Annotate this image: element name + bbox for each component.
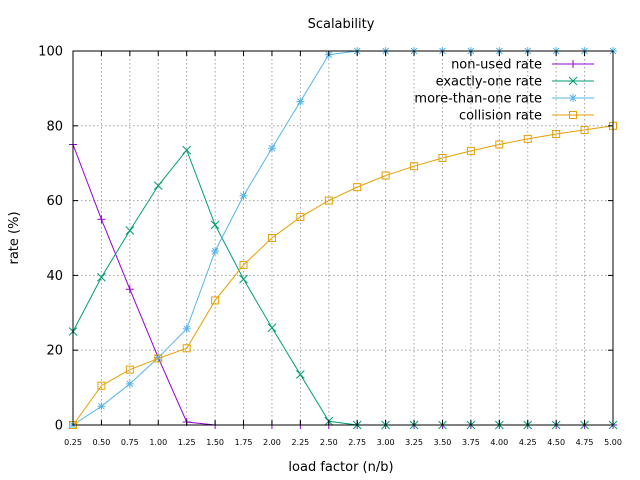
x-tick-label: 3.50 — [434, 438, 452, 447]
x-axis-label: load factor (n/b) — [288, 460, 393, 475]
x-tick-label: 4.75 — [576, 438, 594, 447]
data-point — [523, 134, 532, 143]
data-point — [125, 285, 134, 294]
data-point — [97, 272, 106, 282]
data-point — [182, 324, 191, 333]
axis-ticks: 0.25 0.50 0.75 1.00 1.25 1.50 1.75 2.00 2.25 2.50… — [38, 45, 622, 448]
data-point — [466, 146, 475, 155]
y-tick-label: 40 — [46, 269, 63, 284]
legend-marker — [568, 76, 578, 86]
data-point — [211, 296, 220, 305]
grid — [73, 51, 613, 425]
data-point — [495, 140, 504, 149]
data-point — [296, 370, 305, 379]
data-point — [125, 365, 134, 374]
data-point — [239, 274, 248, 284]
x-tick-label: 3.00 — [377, 438, 395, 447]
series-line — [72, 125, 614, 426]
series-line — [72, 144, 613, 426]
legend-label: more-than-one rate — [414, 92, 542, 107]
y-axis-label: rate (%) — [7, 211, 22, 264]
data-point — [97, 215, 106, 224]
data-point — [296, 97, 305, 106]
x-tick-label: 3.75 — [462, 438, 480, 447]
data-point — [267, 144, 276, 153]
y-tick-label: 20 — [46, 344, 63, 359]
data-point — [182, 145, 192, 155]
data-point — [353, 183, 362, 192]
data-point — [211, 247, 220, 256]
legend: non-used rate exactly-one rate more-than-o… — [414, 58, 594, 124]
data-point — [552, 130, 561, 139]
data-point — [267, 323, 277, 333]
data-point — [210, 220, 220, 230]
x-tick-label: 4.00 — [490, 438, 508, 447]
data-point — [125, 226, 135, 235]
x-tick-label: 0.25 — [64, 438, 82, 447]
x-tick-label: 1.50 — [206, 438, 224, 447]
data-point — [153, 181, 163, 190]
data-point — [239, 191, 248, 200]
data-point — [239, 260, 248, 269]
data-point — [182, 344, 191, 353]
data-point — [154, 354, 163, 363]
y-tick-label: 80 — [46, 119, 63, 134]
legend-label: exactly-one rate — [436, 75, 542, 90]
x-tick-label: 0.75 — [121, 438, 139, 447]
x-tick-label: 2.25 — [291, 438, 309, 447]
x-tick-label: 5.00 — [604, 438, 622, 447]
x-tick-label: 1.75 — [235, 438, 253, 447]
x-tick-label: 2.50 — [320, 438, 338, 447]
data-point — [97, 402, 106, 411]
series-non-used-rate — [69, 140, 617, 429]
series-collision-rate — [69, 121, 617, 429]
data-point — [296, 213, 305, 222]
data-point — [381, 171, 390, 180]
x-tick-label: 2.00 — [263, 438, 281, 447]
data-point — [324, 196, 333, 205]
x-tick-label: 4.50 — [547, 438, 565, 447]
chart-title: Scalability — [308, 17, 375, 32]
y-tick-label: 60 — [46, 194, 63, 209]
data-point — [125, 379, 134, 388]
x-tick-label: 1.25 — [178, 438, 196, 447]
y-tick-label: 0 — [55, 419, 63, 434]
legend-marker — [569, 60, 577, 68]
series-exactly-one-rate — [68, 145, 618, 430]
series-line — [72, 50, 613, 426]
x-tick-label: 2.75 — [348, 438, 366, 447]
x-tick-label: 4.25 — [519, 438, 537, 447]
data-point — [267, 234, 276, 242]
y-tick-label: 100 — [38, 45, 63, 60]
data-point — [580, 125, 589, 134]
x-tick-label: 0.50 — [93, 438, 111, 447]
legend-label: collision rate — [459, 109, 542, 124]
legend-marker — [569, 111, 577, 119]
legend-marker — [569, 94, 577, 102]
x-tick-label: 3.25 — [405, 438, 423, 447]
data-point — [410, 162, 419, 171]
series-line — [72, 149, 613, 426]
plot-frame — [72, 50, 614, 426]
x-tick-label: 1.00 — [149, 438, 167, 447]
legend-label: non-used rate — [451, 58, 542, 73]
data-point — [97, 381, 106, 390]
data-point — [438, 153, 447, 162]
